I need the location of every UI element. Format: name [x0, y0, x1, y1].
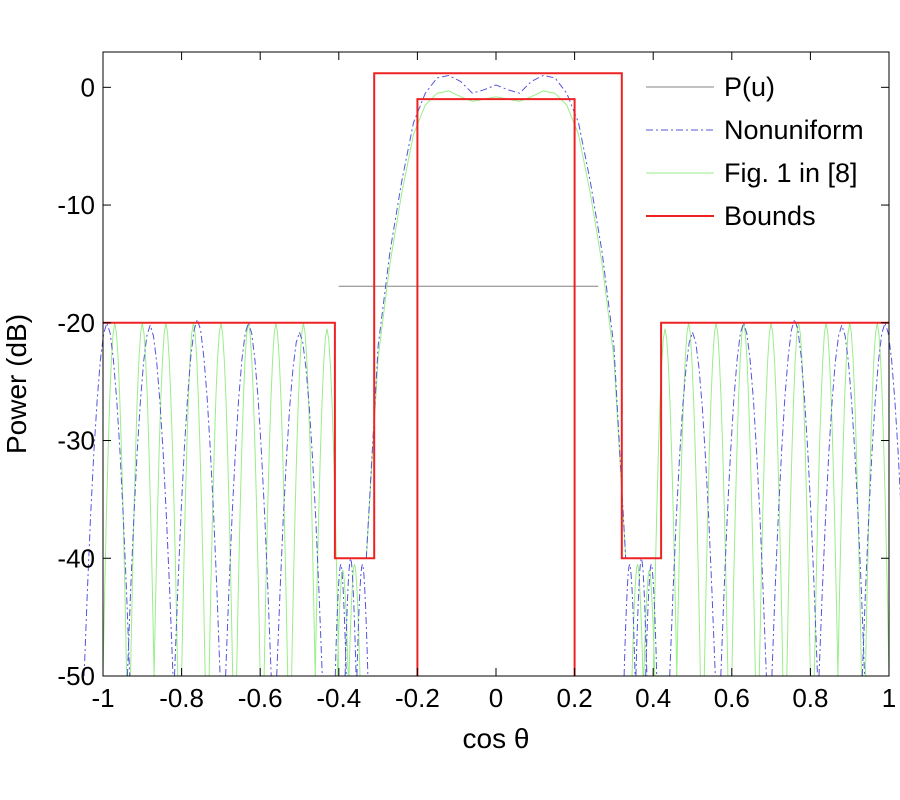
x-tick-label: -1	[91, 683, 114, 713]
x-tick-label: 0	[489, 683, 503, 713]
sidelobe-line	[771, 317, 818, 677]
series-bounds	[103, 72, 889, 676]
sidelobe-line	[291, 322, 316, 677]
sidelobe-line	[356, 564, 369, 677]
sidelobe-line	[181, 322, 206, 677]
sidelobe-line	[276, 330, 323, 677]
sidelobe-line	[645, 564, 658, 677]
y-tick-label: -20	[57, 308, 95, 338]
x-tick-label: 1	[882, 683, 896, 713]
sidelobe-line	[336, 569, 349, 677]
sidelobe-line	[786, 322, 811, 677]
series-nonuniform	[83, 74, 900, 677]
sidelobe-line	[208, 322, 234, 677]
sidelobe-line	[344, 558, 357, 677]
x-tick-label: 0.2	[557, 683, 593, 713]
sidelobe-line	[623, 564, 636, 677]
legend-label: Bounds	[724, 201, 816, 231]
y-tick-label: -50	[57, 661, 95, 691]
y-tick-label: 0	[81, 72, 95, 102]
x-tick-label: -0.8	[159, 683, 204, 713]
sidelobe-line	[334, 564, 347, 677]
sidelobe-line	[669, 330, 716, 677]
plot-frame	[102, 51, 890, 677]
sidelobe-line	[720, 321, 767, 677]
sidelobe-line	[861, 321, 900, 677]
x-tick-label: 0.8	[792, 683, 828, 713]
y-tick-label: -30	[57, 426, 95, 456]
legend-label: P(u)	[724, 72, 775, 102]
sidelobe-line	[635, 558, 648, 677]
main-lobe-line	[365, 74, 627, 559]
main-lobe-line	[365, 90, 627, 559]
upper-bound-line	[103, 72, 889, 560]
sidelobe-line	[225, 321, 272, 677]
x-tick-label: -0.4	[316, 683, 361, 713]
ticks-layer: -1 -0.8 -0.6 -0.4 -0.2 0 0.2 0.4 0.6 0.8 1 0 -10 -20 -…	[57, 52, 896, 713]
x-tick-label: 0.4	[635, 683, 671, 713]
sidelobe-line	[652, 328, 678, 677]
x-tick-label: 0.6	[714, 683, 750, 713]
y-tick-label: -40	[57, 543, 95, 573]
y-tick-label: -10	[57, 190, 95, 220]
legend-label: Nonuniform	[724, 115, 864, 145]
x-tick-label: -0.6	[238, 683, 283, 713]
series-layer	[83, 72, 900, 677]
x-tick-label: -0.2	[395, 683, 440, 713]
sidelobe-line	[837, 322, 862, 677]
legend: P(u) Nonuniform Fig. 1 in [8] Bounds	[646, 72, 864, 231]
legend-label: Fig. 1 in [8]	[724, 158, 858, 188]
lower-bound-line	[416, 98, 576, 676]
x-axis-label: cos θ	[463, 723, 530, 754]
sidelobe-line	[83, 321, 131, 677]
sidelobe-line	[126, 323, 174, 677]
sidelobe-line	[174, 317, 221, 677]
sidelobe-line	[676, 322, 701, 677]
plot-area: -1 -0.8 -0.6 -0.4 -0.2 0 0.2 0.4 0.6 0.8 1 0 -10 -20 -…	[57, 51, 900, 713]
sidelobe-line	[818, 323, 866, 677]
sidelobe-line	[348, 564, 361, 677]
y-axis-label: Power (dB)	[1, 314, 32, 454]
